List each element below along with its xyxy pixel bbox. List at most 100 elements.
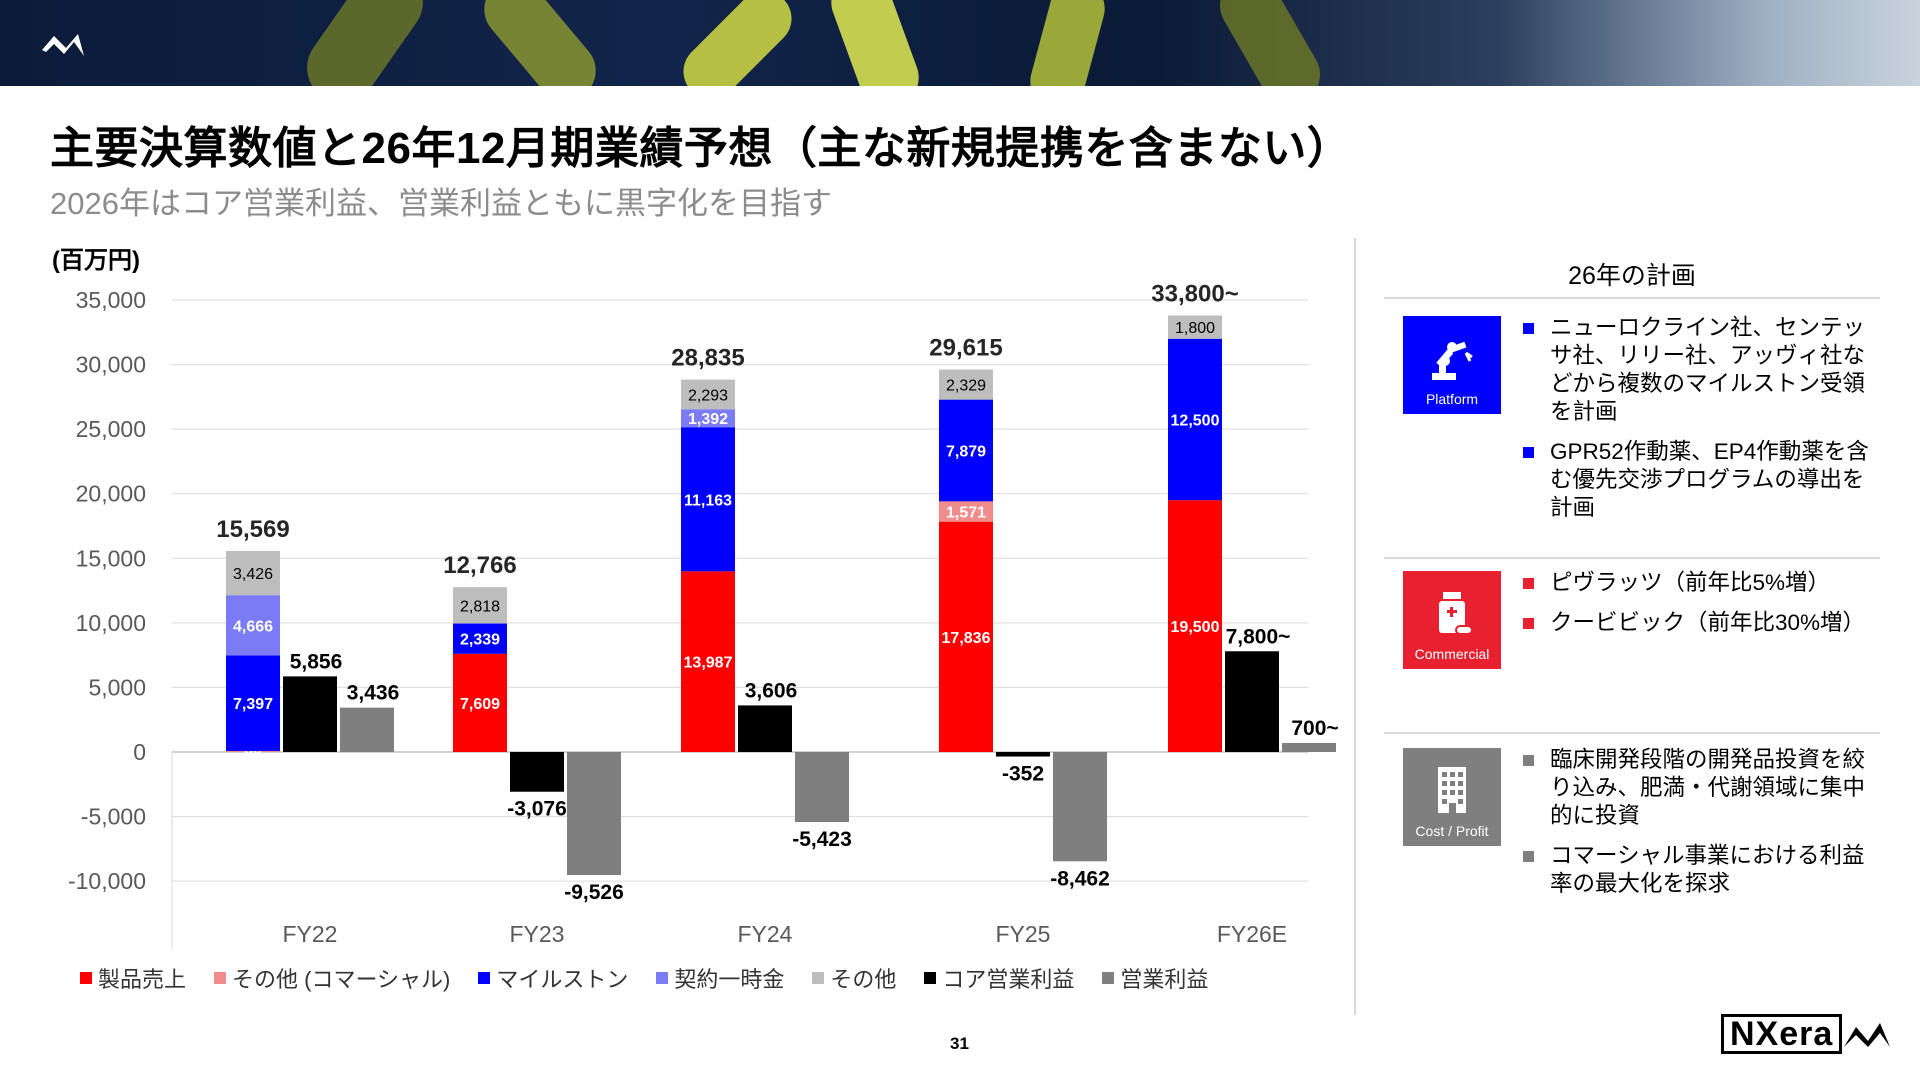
vertical-divider — [1354, 238, 1356, 1015]
legend-swatch — [656, 972, 669, 984]
y-tick-label: -5,000 — [81, 804, 146, 830]
chart-unit-label: (百万円) — [52, 247, 140, 274]
legend-label: マイルストン — [496, 967, 629, 992]
x-tick-label: FY24 — [738, 921, 793, 947]
financial-chart: 35,000 30,000 25,000 20,000 15,000 10,000 5,00… — [68, 280, 1339, 950]
revenue-bar-segment — [1168, 500, 1222, 752]
commercial-icon-tile: Commercial — [1403, 571, 1501, 669]
cost-profit-icon-label: Cost / Profit — [1415, 823, 1489, 839]
revenue-bar-segment — [226, 655, 280, 751]
revenue-total-label: 29,615 — [929, 335, 1002, 362]
revenue-bar-segment — [226, 595, 280, 656]
revenue-segment-label: 13,987 — [684, 655, 733, 672]
page-number: 31 — [950, 1034, 969, 1053]
bullet-square — [1523, 447, 1534, 458]
platform-icon-tile: Platform — [1403, 316, 1501, 414]
plan-bullet: クービビック（前年比30%増） — [1520, 609, 1880, 637]
legend-label: その他 (コマーシャル) — [232, 967, 451, 992]
revenue-bar-segment — [226, 750, 280, 752]
cost-profit-bullets: 臨床開発段階の開発品投資を絞り込み、肥満・代謝領域に集中的に投資 コマーシャル事… — [1520, 746, 1880, 910]
bullet-square — [1523, 755, 1534, 766]
bullet-text: コマーシャル事業における利益率の最大化を探求 — [1550, 843, 1865, 896]
profit-bar — [283, 676, 337, 752]
y-tick-label: 25,000 — [76, 416, 146, 442]
profit-bar-label: 3,606 — [745, 679, 798, 702]
legend-label: 営業利益 — [1120, 967, 1209, 992]
platform-icon-label: Platform — [1425, 391, 1479, 407]
revenue-segment-label: 11,163 — [684, 492, 732, 509]
revenue-total-label: 28,835 — [671, 345, 744, 372]
y-tick-label: 30,000 — [76, 352, 146, 378]
legend-item: マイルストン — [478, 962, 628, 994]
profit-bar — [567, 752, 621, 876]
banner-decoration — [672, 0, 803, 86]
legend-item: その他 — [812, 962, 896, 994]
legend-item: 製品売上 — [80, 962, 186, 994]
profit-bar-label: 700~ — [1291, 717, 1338, 740]
bullet-text: 臨床開発段階の開発品投資を絞り込み、肥満・代謝領域に集中的に投資 — [1550, 747, 1866, 828]
revenue-total-label: 12,766 — [443, 552, 516, 579]
y-tick-label: 5,000 — [88, 674, 146, 700]
section-divider — [1384, 557, 1880, 559]
building-icon — [1438, 767, 1466, 813]
legend-swatch — [1102, 972, 1115, 984]
chart-legend: 製品売上 その他 (コマーシャル) マイルストン 契約一時金 その他 コア営業利… — [80, 962, 1208, 994]
profit-bar — [795, 752, 849, 823]
y-tick-label: 20,000 — [76, 481, 146, 507]
revenue-bar-segment — [1168, 315, 1222, 339]
medicine-bottle-icon — [1439, 592, 1473, 635]
x-tick-label: FY25 — [996, 921, 1051, 947]
revenue-segment-label: 2,818 — [460, 598, 500, 615]
commercial-bullets: ピヴラッツ（前年比5%増） クービビック（前年比30%増） — [1520, 569, 1880, 649]
bullet-text: GPR52作動薬、EP4作動薬を含む優先交渉プログラムの導出を計画 — [1550, 439, 1869, 520]
bullet-text: ピヴラッツ（前年比5%増） — [1550, 570, 1831, 595]
revenue-bar-segment — [681, 571, 735, 752]
plan-bullet: 臨床開発段階の開発品投資を絞り込み、肥満・代謝領域に集中的に投資 — [1520, 746, 1880, 830]
revenue-segment-label: 1,571 — [946, 505, 986, 522]
x-tick-label: FY22 — [283, 921, 338, 947]
profit-bar-label: -5,423 — [792, 828, 852, 851]
profit-bar — [738, 705, 792, 752]
legend-swatch — [812, 972, 825, 984]
bullet-text: ニューロクライン社、センテッサ社、リリー社、アッヴィ社などから複数のマイルストン… — [1550, 315, 1866, 424]
brand-mark-icon — [1844, 1023, 1891, 1047]
revenue-segment-label: 7,879 — [946, 443, 986, 460]
y-tick-label: -10,000 — [68, 868, 146, 894]
revenue-bar-segment — [681, 427, 735, 572]
profit-bar-label: 5,856 — [290, 650, 343, 673]
page-title: 主要決算数値と26年12月期業績予想（主な新規提携を含まない） — [50, 124, 1352, 173]
y-tick-label: 0 — [133, 739, 146, 765]
bullet-text: クービビック（前年比30%増） — [1550, 610, 1866, 635]
legend-item: 契約一時金 — [656, 962, 784, 994]
y-tick-label: 15,000 — [76, 545, 146, 571]
revenue-segment-label: 1,392 — [688, 411, 728, 428]
revenue-bar-segment — [939, 501, 993, 522]
banner-decoration — [1209, 0, 1331, 86]
bullet-square — [1523, 851, 1534, 862]
revenue-bar-segment — [939, 521, 993, 752]
profit-bar-label: -352 — [1002, 763, 1044, 786]
y-tick-label: 10,000 — [76, 610, 146, 636]
company-logo-icon — [42, 34, 84, 56]
revenue-bar-segment — [939, 399, 993, 502]
revenue-segment-label: 3,426 — [233, 566, 273, 583]
revenue-bar-segment — [681, 379, 735, 410]
revenue-segment-label: 2,293 — [688, 387, 728, 404]
revenue-total-label: 33,800~ — [1151, 280, 1238, 307]
revenue-bar-segment — [681, 409, 735, 428]
brand-wordmark: NXera — [1721, 1014, 1843, 1054]
banner-decoration — [822, 0, 928, 86]
plan-bullet: コマーシャル事業における利益率の最大化を探求 — [1520, 842, 1880, 898]
revenue-bar-segment — [453, 653, 507, 752]
revenue-segment-label: 2,339 — [460, 632, 500, 649]
plan-bullet: ニューロクライン社、センテッサ社、リリー社、アッヴィ社などから複数のマイルストン… — [1520, 314, 1880, 426]
y-tick-label: 35,000 — [76, 287, 146, 313]
profit-bar-label: -9,526 — [564, 881, 624, 904]
banner-decoration — [472, 0, 608, 86]
profit-bar — [510, 752, 564, 792]
revenue-bar-segment — [453, 587, 507, 624]
profit-bar — [1282, 742, 1336, 752]
plan-bullet: ピヴラッツ（前年比5%増） — [1520, 569, 1880, 597]
header-banner — [0, 0, 1920, 86]
section-divider — [1384, 297, 1880, 299]
